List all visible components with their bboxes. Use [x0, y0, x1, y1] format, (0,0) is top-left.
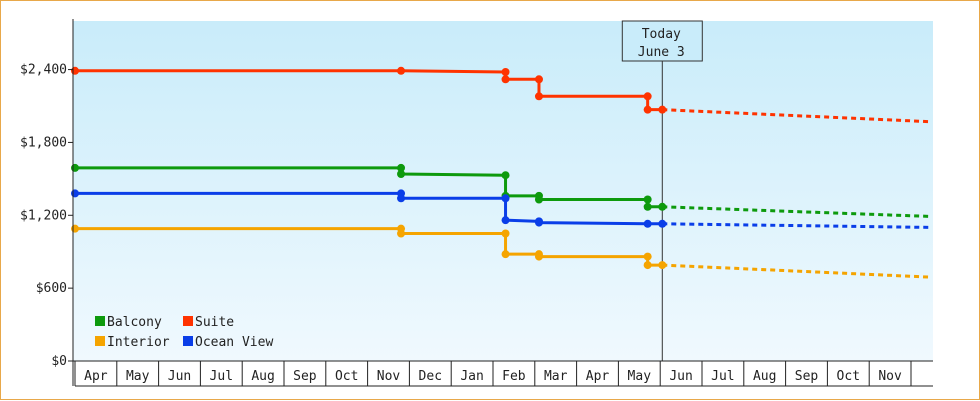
data-point — [501, 216, 510, 225]
month-label: Nov — [878, 369, 902, 384]
data-point — [643, 92, 652, 101]
month-label: Apr — [586, 369, 610, 384]
month-label: Nov — [377, 369, 401, 384]
month-label: Jun — [168, 369, 191, 384]
y-tick-label: $1,200 — [20, 208, 67, 223]
month-label: Aug — [251, 369, 274, 384]
y-tick-label: $600 — [36, 281, 67, 296]
month-label: May — [628, 369, 652, 384]
data-point — [397, 194, 406, 203]
series-balcony — [71, 163, 932, 218]
data-point — [71, 163, 79, 172]
legend-swatch-ocean-view — [183, 336, 193, 346]
data-point — [501, 250, 510, 259]
data-point — [534, 92, 543, 101]
data-point — [643, 202, 652, 211]
month-label: Jul — [711, 369, 734, 384]
data-point — [658, 219, 667, 228]
data-point — [501, 68, 510, 76]
data-point — [534, 252, 543, 261]
data-point — [71, 224, 79, 233]
legend-label-suite: Suite — [195, 315, 234, 330]
today-marker: Today June 3 — [621, 20, 703, 361]
data-point — [501, 75, 510, 84]
y-tick-label: $1,800 — [20, 135, 67, 150]
data-point — [643, 252, 652, 261]
data-point — [658, 202, 667, 211]
month-label: Oct — [335, 369, 358, 384]
series-layer — [71, 66, 932, 279]
data-point — [501, 194, 510, 203]
legend-label-ocean-view: Ocean View — [195, 335, 273, 350]
month-label: Jan — [460, 369, 483, 384]
legend-swatch-interior — [95, 336, 105, 346]
month-label: Dec — [419, 369, 442, 384]
data-point — [534, 218, 543, 227]
data-point — [397, 66, 406, 75]
data-point — [534, 195, 543, 204]
data-point — [397, 170, 406, 178]
month-label: May — [126, 369, 150, 384]
month-label: Mar — [544, 369, 568, 384]
today-label: Today — [642, 27, 681, 42]
legend-swatch-balcony — [95, 316, 105, 326]
data-point — [397, 229, 406, 238]
data-point — [397, 163, 406, 172]
series-interior — [71, 224, 932, 279]
legend: Balcony Suite Interior Ocean View — [95, 315, 273, 350]
month-label: Sep — [293, 369, 317, 384]
data-point — [71, 66, 79, 75]
legend-swatch-suite — [183, 316, 193, 326]
data-point — [534, 75, 543, 84]
y-tick-label: $2,400 — [20, 63, 67, 78]
month-label: Oct — [837, 369, 860, 384]
axis-layer: $0 $600 $1,200 $1,800 $2,400 Apr May Jun Jul Aug S… — [20, 19, 933, 387]
month-label: Feb — [502, 369, 526, 384]
month-label: Jun — [669, 369, 692, 384]
data-point — [643, 219, 652, 228]
month-label: Sep — [795, 369, 819, 384]
data-point — [658, 261, 667, 270]
today-date-label: June 3 — [638, 45, 685, 60]
data-point — [501, 171, 510, 180]
month-label: Aug — [753, 369, 776, 384]
data-point — [643, 105, 652, 114]
data-point — [643, 195, 652, 204]
data-point — [658, 105, 667, 114]
data-point — [643, 261, 652, 270]
y-tick-label: $0 — [51, 354, 67, 369]
today-box — [621, 20, 703, 62]
legend-label-interior: Interior — [107, 335, 170, 350]
legend-label-balcony: Balcony — [107, 315, 162, 330]
data-point — [71, 189, 79, 198]
month-label: Apr — [84, 369, 108, 384]
month-label: Jul — [210, 369, 233, 384]
data-point — [501, 229, 510, 238]
